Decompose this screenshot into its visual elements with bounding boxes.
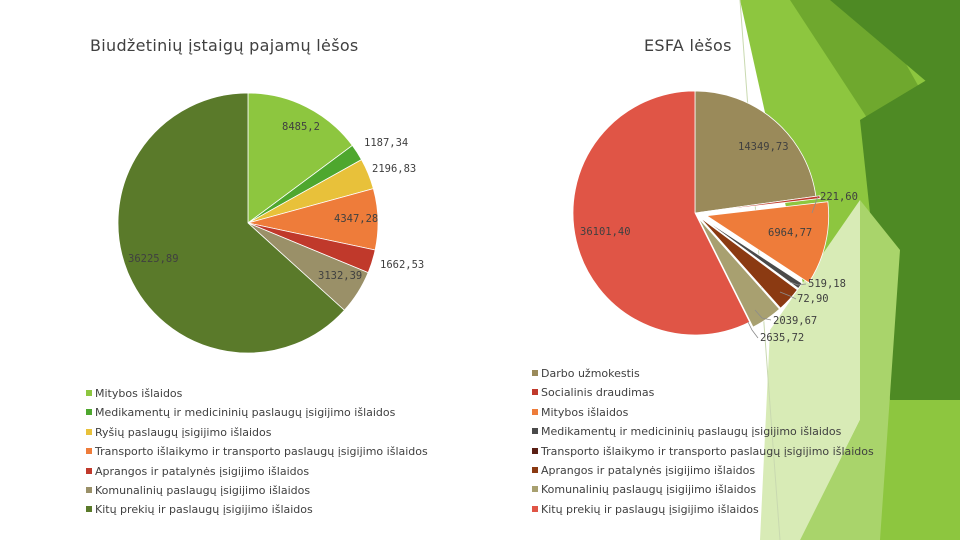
data-labels: 8485,2 1187,34 2196,83 4347,28 1662,53 3132,3… bbox=[128, 121, 858, 344]
decor-stripe bbox=[800, 200, 900, 540]
legend-item: Mitybos išlaidos bbox=[532, 406, 628, 420]
legend-swatch bbox=[86, 428, 92, 435]
legend-item: Socialinis draudimas bbox=[532, 386, 654, 400]
legend-label: Kitų prekių ir paslaugų įsigijimo išlaid… bbox=[541, 502, 759, 516]
legend-swatch bbox=[86, 487, 92, 493]
legend-label: Kitų prekių ir paslaugų įsigijimo išlaid… bbox=[95, 503, 313, 517]
legend-item: Medikamentų ir medicininių paslaugų įsig… bbox=[532, 425, 841, 439]
pie-right bbox=[572, 90, 830, 336]
slice-data-label: 2635,72 bbox=[760, 332, 804, 344]
legend-label: Socialinis draudimas bbox=[541, 386, 655, 400]
legend-label: Medikamentų ir medicininių paslaugų įsig… bbox=[541, 425, 842, 439]
slice-data-label: 3132,39 bbox=[318, 270, 362, 282]
slice-data-label: 14349,73 bbox=[738, 141, 789, 153]
slice-data-label: 36225,89 bbox=[128, 253, 179, 265]
decor-stripe bbox=[760, 200, 860, 540]
legend-label: Aprangos ir patalynės įsigijimo išlaidos bbox=[541, 464, 756, 477]
leader-line bbox=[811, 195, 819, 214]
chart-title-left: Biudžetinių įstaigų pajamų lėšos bbox=[90, 36, 359, 55]
leader-line bbox=[754, 309, 772, 321]
legend-swatch bbox=[532, 447, 538, 454]
legend-swatch bbox=[86, 506, 92, 513]
slice-data-label: 72,90 bbox=[797, 293, 829, 305]
legend-item: Transporto išlaikymo ir transporto pasla… bbox=[532, 445, 874, 459]
slice-data-label: 2196,83 bbox=[372, 163, 416, 175]
legend-label: Medikamentų ir medicininių paslaugų įsig… bbox=[95, 406, 396, 420]
legend-item: Ryšių paslaugų įsigijimo išlaidos bbox=[86, 426, 272, 440]
slice-data-label: 519,18 bbox=[808, 278, 846, 290]
legend-item: Transporto išlaikymo ir transporto pasla… bbox=[86, 445, 428, 459]
legend-swatch bbox=[532, 389, 538, 396]
legend-label: Darbo užmokestis bbox=[541, 367, 640, 380]
slice-data-label: 1187,34 bbox=[364, 137, 408, 149]
legend-item: Kitų prekių ir paslaugų įsigijimo išlaid… bbox=[532, 503, 759, 517]
legend-label: Aprangos ir patalynės įsigijimo išlaidos bbox=[95, 464, 310, 478]
slice-data-label: 36101,40 bbox=[580, 226, 631, 238]
legend-label: Transporto išlaikymo ir transporto pasla… bbox=[95, 445, 428, 459]
legend-label: Transporto išlaikymo ir transporto pasla… bbox=[541, 444, 874, 458]
legend-swatch bbox=[86, 467, 92, 474]
slice-data-label: 6964,77 bbox=[768, 227, 812, 239]
pie-slice bbox=[247, 92, 353, 224]
legend-item: Medikamentų ir medicininių paslaugų įsig… bbox=[86, 406, 395, 420]
legend-label: Mitybos išlaidos bbox=[541, 405, 629, 419]
legend-swatch bbox=[532, 428, 538, 435]
legend-item: Kitų prekių ir paslaugų įsigijimo išlaid… bbox=[86, 503, 313, 517]
legend-item: Mitybos išlaidos bbox=[86, 387, 182, 401]
slice-data-label: 1662,53 bbox=[380, 259, 424, 271]
slice-data-label: 221,60 bbox=[820, 191, 858, 203]
legend-swatch bbox=[532, 486, 538, 493]
legend-item: Aprangos ir patalynės įsigijimo išlaidos bbox=[86, 465, 309, 479]
pie-left bbox=[117, 92, 379, 354]
legend-label: Komunalinių paslaugų įsigijimo išlaidos bbox=[541, 483, 757, 497]
legend-swatch bbox=[532, 505, 538, 512]
legend-item: Darbo užmokestis bbox=[532, 367, 640, 381]
legend-item: Komunalinių paslaugų įsigijimo išlaidos bbox=[86, 484, 310, 498]
legend-swatch bbox=[532, 467, 538, 473]
background-decoration bbox=[739, 0, 960, 540]
slice-data-label: 8485,2 bbox=[282, 121, 320, 133]
leader-line bbox=[747, 321, 759, 339]
legend-item: Komunalinių paslaugų įsigijimo išlaidos bbox=[532, 483, 756, 497]
pie-slice bbox=[699, 216, 798, 309]
leader-line bbox=[779, 291, 797, 300]
legend-label: Mitybos išlaidos bbox=[95, 387, 183, 400]
pie-slice bbox=[699, 216, 799, 290]
legend-left: Mitybos išlaidos Medikamentų ir medicinin… bbox=[86, 387, 506, 527]
pie-slice bbox=[572, 90, 751, 336]
pie-slice bbox=[694, 90, 817, 214]
pie-slice bbox=[117, 92, 345, 354]
legend-label: Ryšių paslaugų įsigijimo išlaidos bbox=[95, 425, 272, 439]
pie-slice bbox=[698, 195, 821, 213]
slice-data-label: 2039,67 bbox=[773, 315, 817, 327]
legend-swatch bbox=[86, 409, 92, 416]
leader-line bbox=[789, 281, 807, 286]
legend-right: Darbo užmokestis Socialinis draudimas Mity… bbox=[532, 367, 952, 527]
legend-swatch bbox=[532, 370, 538, 376]
legend-label: Komunalinių paslaugų įsigijimo išlaidos bbox=[95, 484, 311, 497]
legend-item: Aprangos ir patalynės įsigijimo išlaidos bbox=[532, 464, 755, 478]
slice-data-label: 4347,28 bbox=[334, 213, 378, 225]
leader-lines bbox=[747, 195, 819, 339]
legend-swatch bbox=[86, 390, 92, 396]
legend-swatch bbox=[532, 408, 538, 415]
pie-slice bbox=[705, 201, 830, 284]
legend-swatch bbox=[86, 448, 92, 455]
chart-title-right: ESFA lėšos bbox=[644, 36, 732, 55]
